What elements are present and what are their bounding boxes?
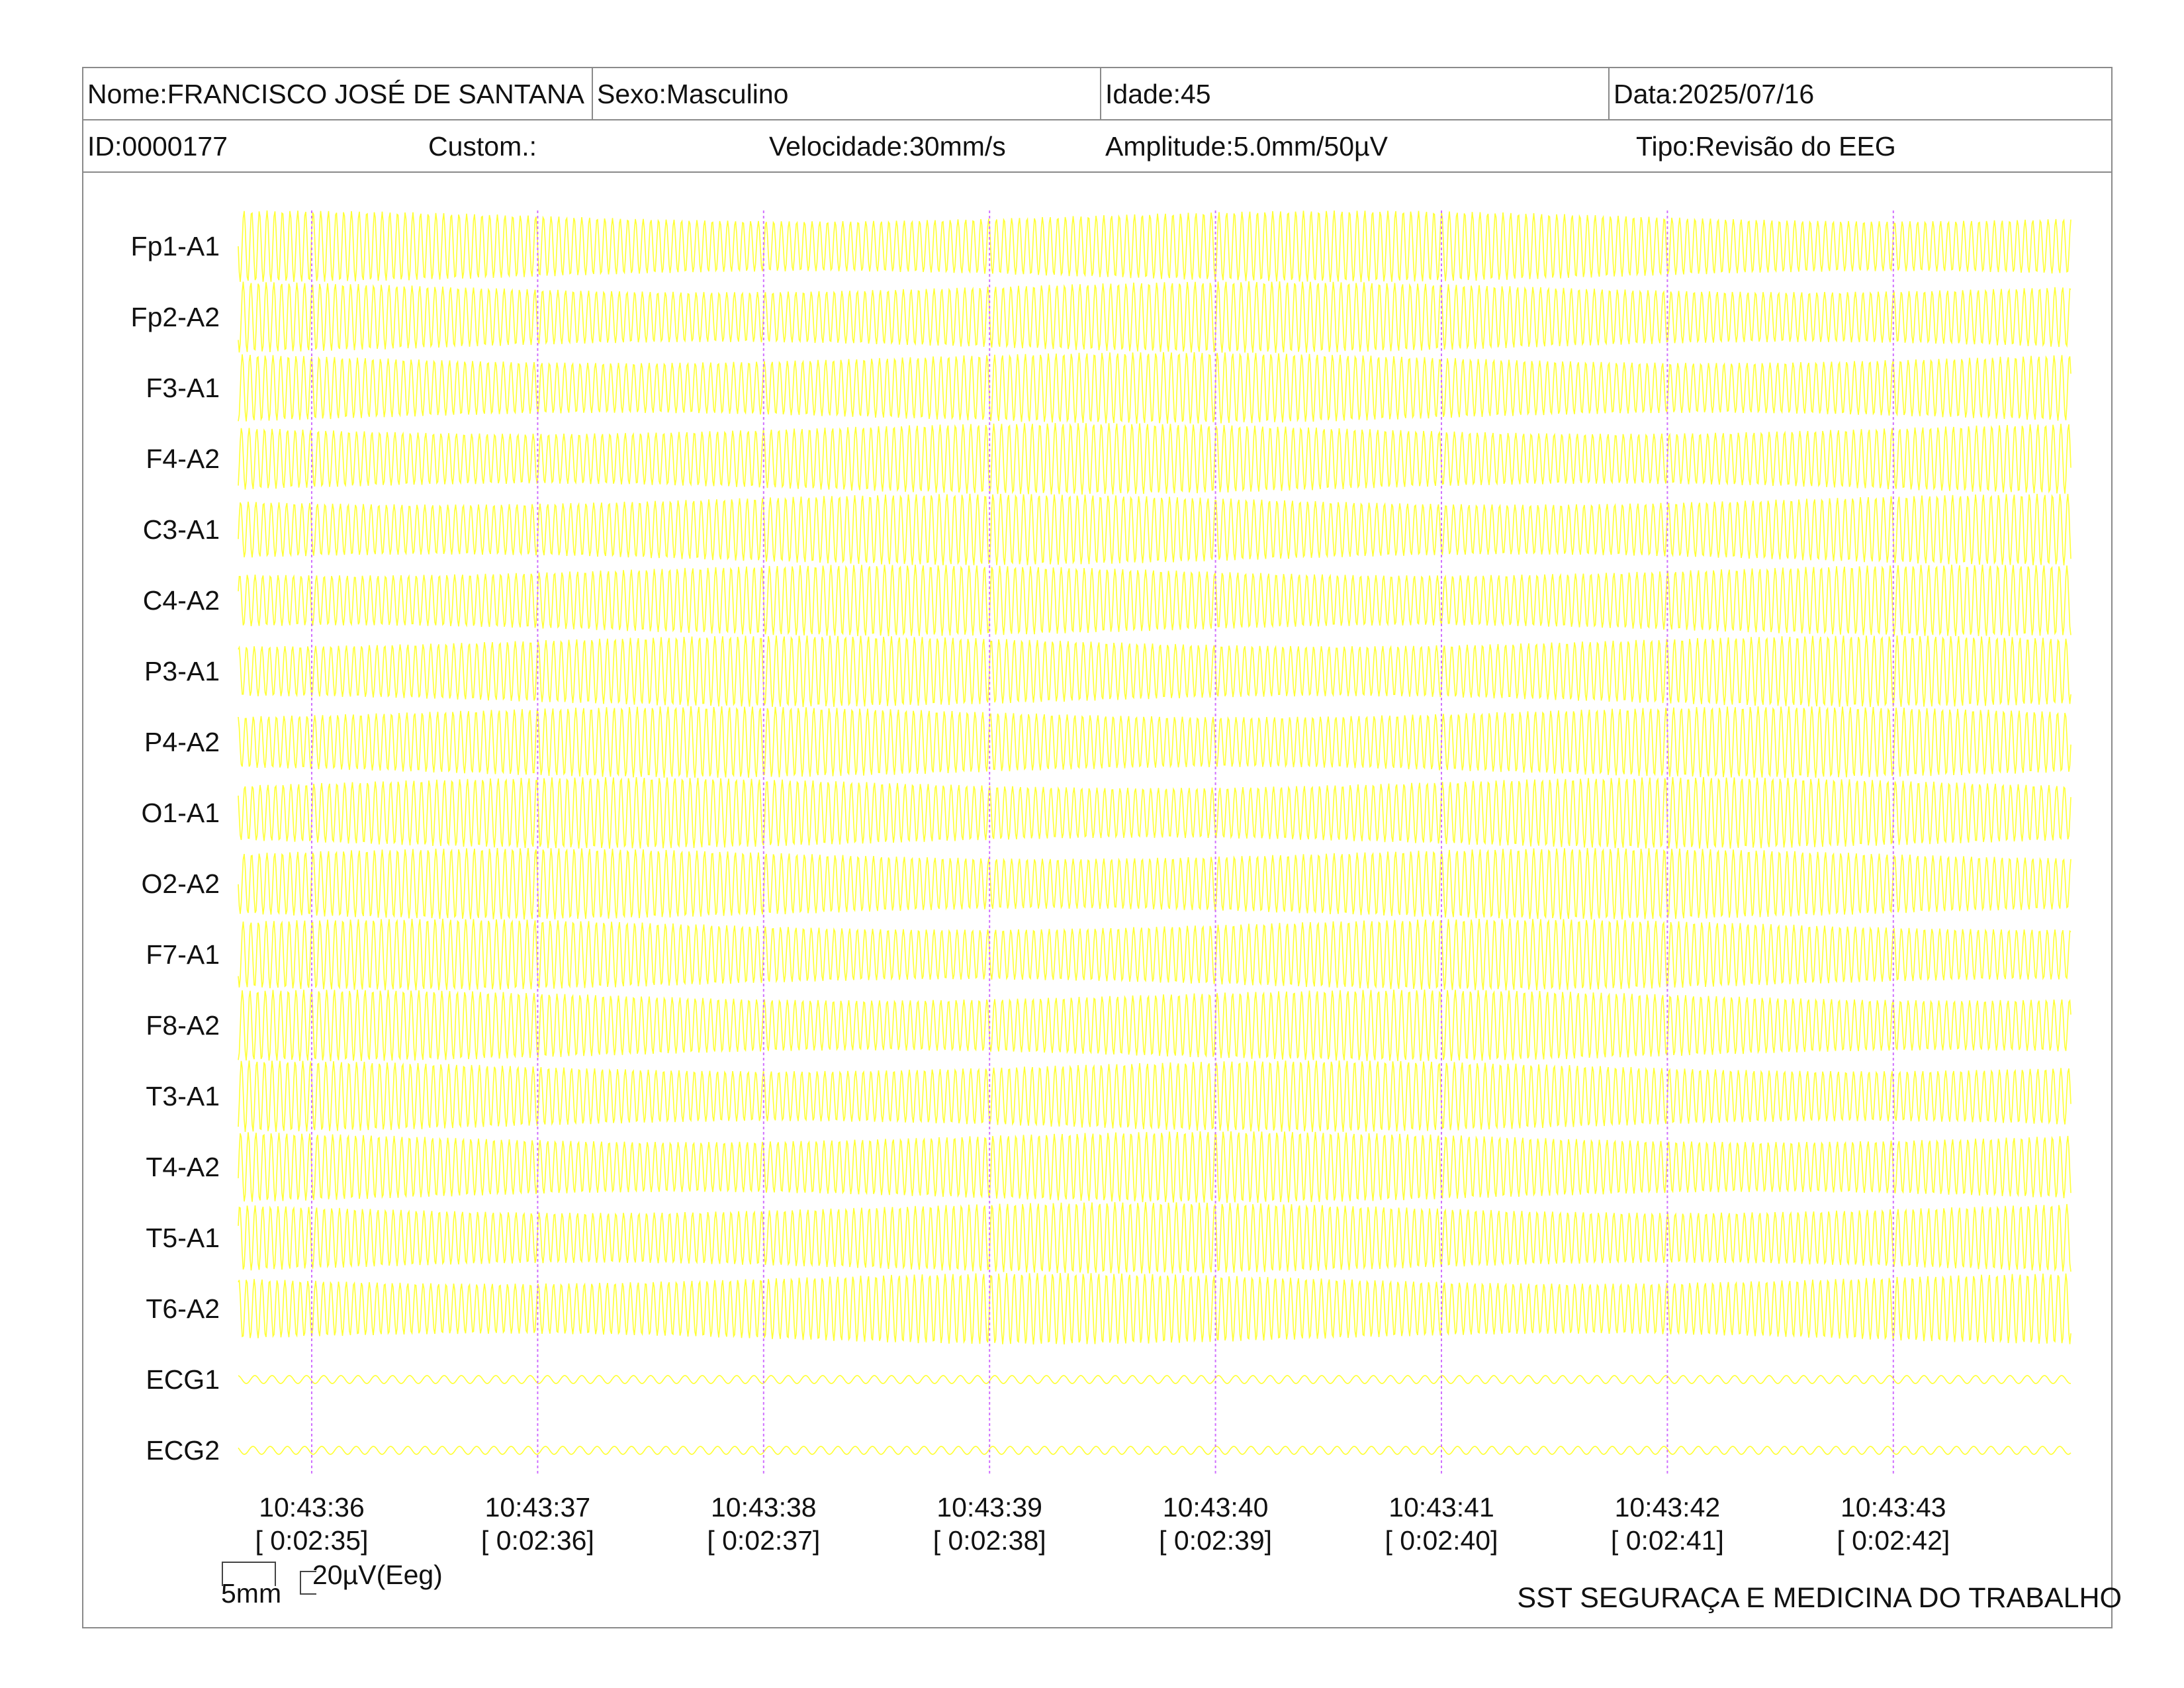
time-mark: 10:43:39[ 0:02:38] [910,1491,1069,1557]
channel-trace [238,776,2071,849]
patient-sex: Sexo:Masculino [593,68,1101,119]
channel-label: O1-A1 [141,798,220,828]
time-mark-clock: 10:43:39 [936,1492,1042,1523]
amplitude-scale-bracket-icon [300,1571,316,1595]
time-mark-elapsed: [ 0:02:42] [1837,1525,1950,1556]
header-row-2: ID:0000177 Custom.: Velocidade:30mm/s Am… [83,120,2111,173]
custom-field: Custom.: [428,131,537,162]
time-mark-clock: 10:43:38 [710,1492,817,1523]
clinic-footer: SST SEGURAÇA E MEDICINA DO TRABALHO [1517,1582,2122,1614]
time-mark-elapsed: [ 0:02:40] [1385,1525,1498,1556]
patient-age: Idade:45 [1101,68,1610,119]
channel-trace [238,918,2071,991]
time-mark: 10:43:42[ 0:02:41] [1588,1491,1747,1557]
channel-label: ECG2 [146,1435,220,1466]
paper-speed: Velocidade:30mm/s [769,131,1006,162]
channel-label: F7-A1 [146,939,220,970]
time-mark: 10:43:37[ 0:02:36] [458,1491,617,1557]
review-type: Tipo:Revisão do EEG [1636,131,1896,162]
channel-label: ECG1 [146,1364,220,1395]
amplitude-scale-label: 20µV(Eeg) [312,1560,443,1590]
channel-trace [238,1446,2071,1455]
channel-label: P3-A1 [144,656,220,686]
channel-trace [238,706,2071,778]
report-frame: Nome:FRANCISCO JOSÉ DE SANTANA Sexo:Masc… [82,67,2113,1628]
channel-label: P4-A2 [144,727,220,757]
channel-label: T3-A1 [146,1081,220,1111]
channel-trace [238,1273,2071,1345]
channel-trace [238,1131,2071,1203]
channel-trace [238,1060,2071,1133]
time-mark-clock: 10:43:40 [1162,1492,1269,1523]
time-mark-clock: 10:43:42 [1614,1492,1721,1523]
channel-label: T5-A1 [146,1223,220,1253]
time-mark-clock: 10:43:37 [484,1492,591,1523]
time-mark-clock: 10:43:41 [1388,1492,1494,1523]
channel-label: Fp1-A1 [130,231,220,261]
time-scale-label: 5mm [221,1578,282,1609]
time-mark-elapsed: [ 0:02:36] [480,1525,594,1556]
channel-trace [238,565,2071,637]
record-date: Data:2025/07/16 [1614,79,1815,109]
time-mark-elapsed: [ 0:02:38] [933,1525,1046,1556]
time-mark-elapsed: [ 0:02:35] [255,1525,369,1556]
channel-trace [238,422,2071,495]
channel-label: T6-A2 [146,1293,220,1324]
channel-label: O2-A2 [141,868,220,899]
channel-label: F3-A1 [146,373,220,403]
time-mark: 10:43:38[ 0:02:37] [684,1491,843,1557]
time-mark-elapsed: [ 0:02:39] [1159,1525,1273,1556]
patient-name: Nome:FRANCISCO JOSÉ DE SANTANA [83,68,593,119]
amplitude-setting: Amplitude:5.0mm/50µV [1105,131,1388,162]
channel-trace [238,635,2071,708]
channel-label: F4-A2 [146,444,220,474]
time-mark: 10:43:36[ 0:02:35] [232,1491,391,1557]
channel-label: C4-A2 [142,585,220,616]
time-mark-elapsed: [ 0:02:37] [707,1525,821,1556]
channel-trace [238,352,2071,424]
patient-id: ID:0000177 [87,131,228,162]
channel-trace [238,1201,2071,1274]
time-mark-clock: 10:43:36 [259,1492,365,1523]
time-mark-elapsed: [ 0:02:41] [1610,1525,1724,1556]
channel-trace [238,210,2071,283]
channel-trace [238,848,2071,920]
time-mark: 10:43:40[ 0:02:39] [1136,1491,1295,1557]
channel-label: F8-A2 [146,1010,220,1041]
time-mark-clock: 10:43:43 [1840,1492,1946,1523]
time-scale-bracket-icon [222,1562,276,1586]
time-mark: 10:43:43[ 0:02:42] [1814,1491,1973,1557]
channel-trace [238,989,2071,1062]
channel-trace [238,281,2071,353]
channel-trace [238,1375,2071,1384]
channel-label: C3-A1 [142,514,220,545]
header-row-1: Nome:FRANCISCO JOSÉ DE SANTANA Sexo:Masc… [83,68,2111,120]
time-mark: 10:43:41[ 0:02:40] [1362,1491,1521,1557]
channel-label: Fp2-A2 [130,302,220,332]
channel-label: T4-A2 [146,1152,220,1182]
channel-trace [238,493,2071,566]
